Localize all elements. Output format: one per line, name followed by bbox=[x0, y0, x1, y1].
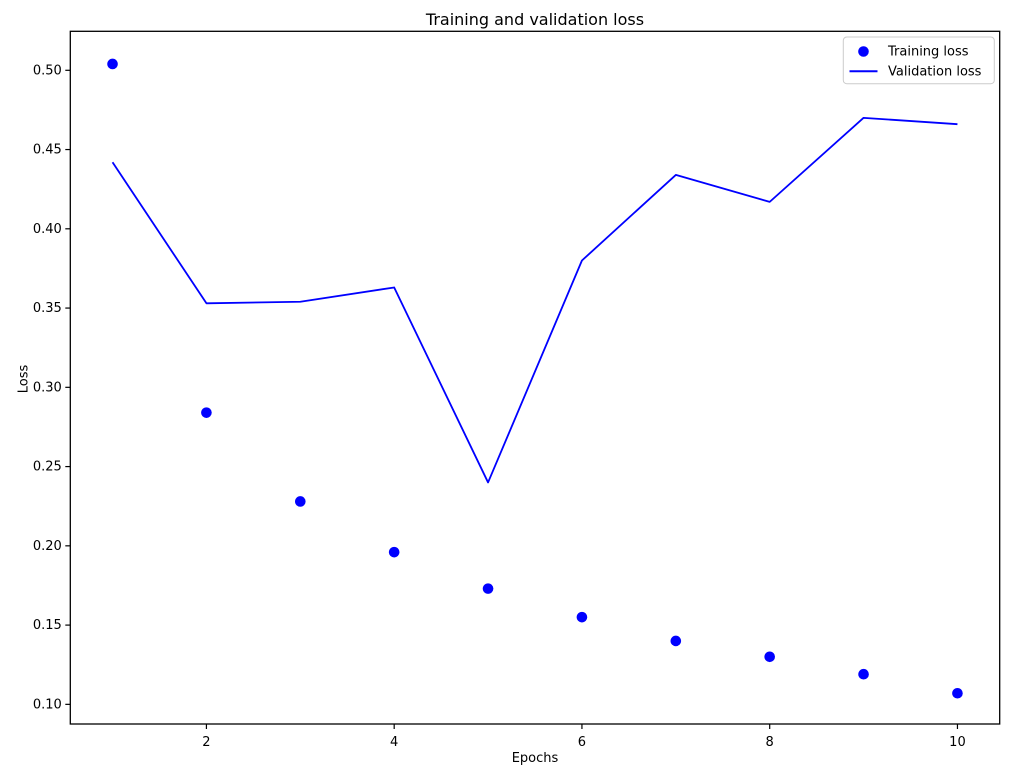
training-loss-point bbox=[952, 687, 963, 699]
y-tick-label: 0.40 bbox=[33, 222, 62, 237]
y-tick-label: 0.30 bbox=[33, 380, 62, 395]
y-axis-label: Loss bbox=[17, 365, 32, 394]
y-tick-label: 0.50 bbox=[33, 63, 62, 78]
training-loss-point bbox=[482, 583, 494, 594]
y-tick-label: 0.20 bbox=[33, 539, 62, 554]
legend: Training loss Validation loss bbox=[842, 36, 995, 85]
axis-ticks: 2 4 6 8 10 0.10 0.15 0.20 0.25 0.30 0.35 0.40 0.45 0.… bbox=[33, 63, 966, 750]
training-loss-point bbox=[201, 407, 212, 418]
legend-label-validation: Validation loss bbox=[888, 64, 982, 79]
y-tick-label: 0.15 bbox=[33, 618, 62, 633]
training-loss-point bbox=[295, 496, 306, 507]
x-tick-label: 6 bbox=[578, 735, 586, 750]
training-loss-point bbox=[670, 635, 682, 647]
y-tick-label: 0.45 bbox=[33, 143, 62, 158]
x-tick-label: 2 bbox=[202, 735, 210, 750]
training-loss-point bbox=[576, 611, 588, 623]
legend-label-training: Training loss bbox=[887, 45, 969, 60]
y-tick-label: 0.25 bbox=[33, 460, 62, 475]
x-tick-label: 4 bbox=[390, 735, 398, 750]
plot-area-border bbox=[69, 30, 1001, 725]
chart-title: Training and validation loss bbox=[425, 10, 644, 29]
y-tick-label: 0.10 bbox=[33, 698, 62, 713]
legend-training-marker-icon bbox=[858, 46, 869, 57]
data-series bbox=[107, 58, 963, 699]
x-tick-label: 10 bbox=[949, 735, 966, 750]
y-tick-label: 0.35 bbox=[33, 301, 62, 316]
training-loss-point bbox=[764, 651, 775, 663]
training-loss-point bbox=[388, 546, 400, 558]
x-tick-label: 8 bbox=[766, 735, 774, 750]
x-axis-label: Epochs bbox=[512, 751, 559, 766]
validation-loss-line bbox=[111, 116, 958, 484]
training-loss-point bbox=[107, 58, 118, 70]
training-loss-point bbox=[858, 668, 869, 680]
legend-frame bbox=[842, 36, 995, 85]
